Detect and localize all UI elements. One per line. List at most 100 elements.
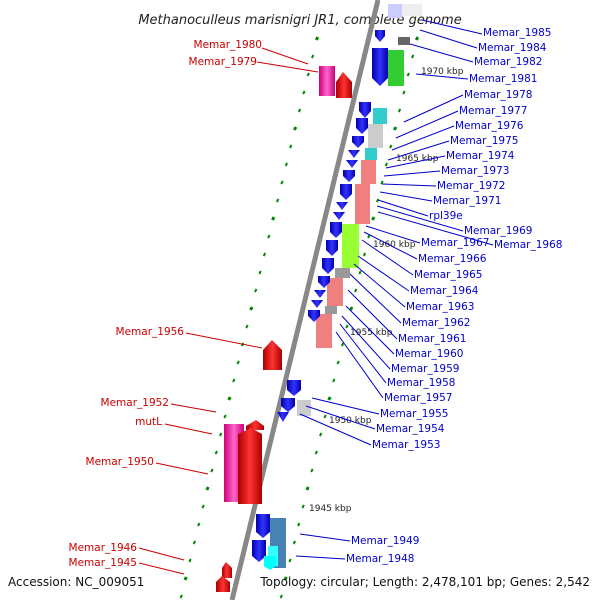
tick-mark (210, 468, 214, 473)
gene-label-memar-1958: Memar_1958 (387, 377, 455, 389)
tick-mark (301, 504, 305, 509)
gene-arrow-forward (263, 340, 282, 370)
cog-block (365, 148, 377, 160)
connector-line (357, 255, 410, 292)
genome-backbone (229, 0, 381, 600)
forward-strand-genes (216, 66, 352, 592)
gene-label-memar-1972: Memar_1972 (437, 180, 505, 192)
tick-mark (371, 216, 376, 221)
accession-text: Accession: NC_009051 (8, 575, 144, 589)
connector-line (305, 405, 376, 430)
tick-mark (302, 90, 306, 95)
connector-line (395, 110, 459, 139)
gene-label-memar-1955: Memar_1955 (380, 408, 448, 420)
gene-arrow-rna (319, 66, 335, 96)
gene-arrow-reverse (359, 102, 371, 118)
tick-mark (201, 504, 205, 509)
kbp-label-1955: 1955 kbp (350, 328, 393, 338)
gene-arrow-forward (222, 562, 232, 578)
gene-label-memar-1962: Memar_1962 (402, 317, 470, 329)
topology-text: Topology: circular; Length: 2,478,101 bp… (259, 575, 590, 589)
gene-label-memar-1950: Memar_1950 (86, 456, 154, 468)
tick-mark (283, 576, 288, 581)
gene-arrow-forward (246, 420, 264, 430)
gene-label-memar-1984: Memar_1984 (478, 42, 547, 54)
connector-line (363, 231, 418, 260)
gene-arrow-reverse (308, 310, 320, 322)
map-title: Methanoculleus marisnigri JR1, complete … (138, 13, 461, 28)
gene-label-memar-1985: Memar_1985 (483, 27, 551, 39)
connector-line (155, 462, 209, 475)
connector-line (353, 263, 406, 308)
gene-arrow-reverse (356, 118, 368, 134)
tick-mark (380, 180, 384, 185)
cog-block (388, 50, 404, 86)
tick-mark (192, 540, 197, 545)
cog-block (316, 314, 332, 348)
tick-mark (267, 234, 271, 239)
tick-mark (323, 414, 327, 419)
gene-arrow-reverse (252, 540, 266, 562)
kbp-label-1965: 1965 kbp (396, 154, 439, 164)
gene-arrow-reverse (277, 412, 289, 422)
gene-label-memar-1960: Memar_1960 (395, 348, 463, 360)
connector-line (345, 305, 395, 355)
gene-arrow-reverse (287, 380, 301, 396)
tick-mark (375, 198, 380, 203)
cog-block (398, 37, 410, 45)
gene-label-memar-1948: Memar_1948 (346, 553, 414, 565)
connector-line (170, 403, 217, 413)
tick-mark (336, 360, 340, 365)
connector-line (379, 191, 433, 202)
tick-mark (397, 108, 402, 113)
tick-mark (340, 342, 345, 347)
tick-mark (284, 162, 289, 167)
tick-mark (219, 432, 223, 437)
kbp-label-1960: 1960 kbp (373, 240, 416, 250)
gene-label-mutl: mutL (135, 416, 162, 428)
gene-arrow-forward (238, 428, 262, 504)
position-ticks (179, 36, 420, 599)
tick-mark (358, 270, 362, 275)
connector-line (335, 331, 384, 399)
gene-label-memar-1956: Memar_1956 (116, 326, 185, 338)
gene-arrow-reverse (340, 184, 352, 200)
tick-mark (271, 216, 276, 221)
gene-label-memar-1957: Memar_1957 (384, 392, 452, 404)
gene-arrow-forward (336, 72, 352, 98)
cog-block (335, 268, 350, 278)
connector-line (385, 155, 446, 169)
connector-line (377, 211, 494, 246)
connector-line (138, 547, 185, 561)
gene-label-memar-1968: Memar_1968 (494, 239, 562, 251)
tick-mark (319, 432, 323, 437)
tick-mark (297, 108, 302, 113)
gene-arrow-reverse (343, 170, 355, 182)
gene-arrow-reverse (281, 398, 295, 412)
tick-mark (188, 558, 192, 563)
tick-mark (223, 414, 227, 419)
tick-mark (254, 288, 258, 293)
gene-label-memar-1945: Memar_1945 (69, 557, 137, 569)
cog-block (297, 400, 311, 416)
cog-block (368, 124, 383, 148)
kbp-label-1970: 1970 kbp (421, 67, 464, 77)
cog-block (361, 160, 376, 184)
tick-mark (332, 378, 336, 383)
gene-label-memar-1978: Memar_1978 (464, 89, 532, 101)
tick-mark (227, 396, 232, 401)
connector-line (261, 47, 309, 65)
label-connector-lines (138, 19, 494, 575)
connector-line (381, 183, 437, 187)
tick-mark (236, 360, 240, 365)
cog-block (388, 4, 402, 18)
gene-arrow-reverse (322, 258, 334, 274)
gene-label-memar-1975: Memar_1975 (450, 135, 518, 147)
connector-line (256, 61, 319, 73)
gene-label-memar-1946: Memar_1946 (69, 542, 138, 554)
connector-line (295, 555, 346, 560)
gene-arrow-reverse (346, 160, 358, 168)
connector-line (361, 239, 414, 276)
tick-mark (305, 486, 310, 491)
